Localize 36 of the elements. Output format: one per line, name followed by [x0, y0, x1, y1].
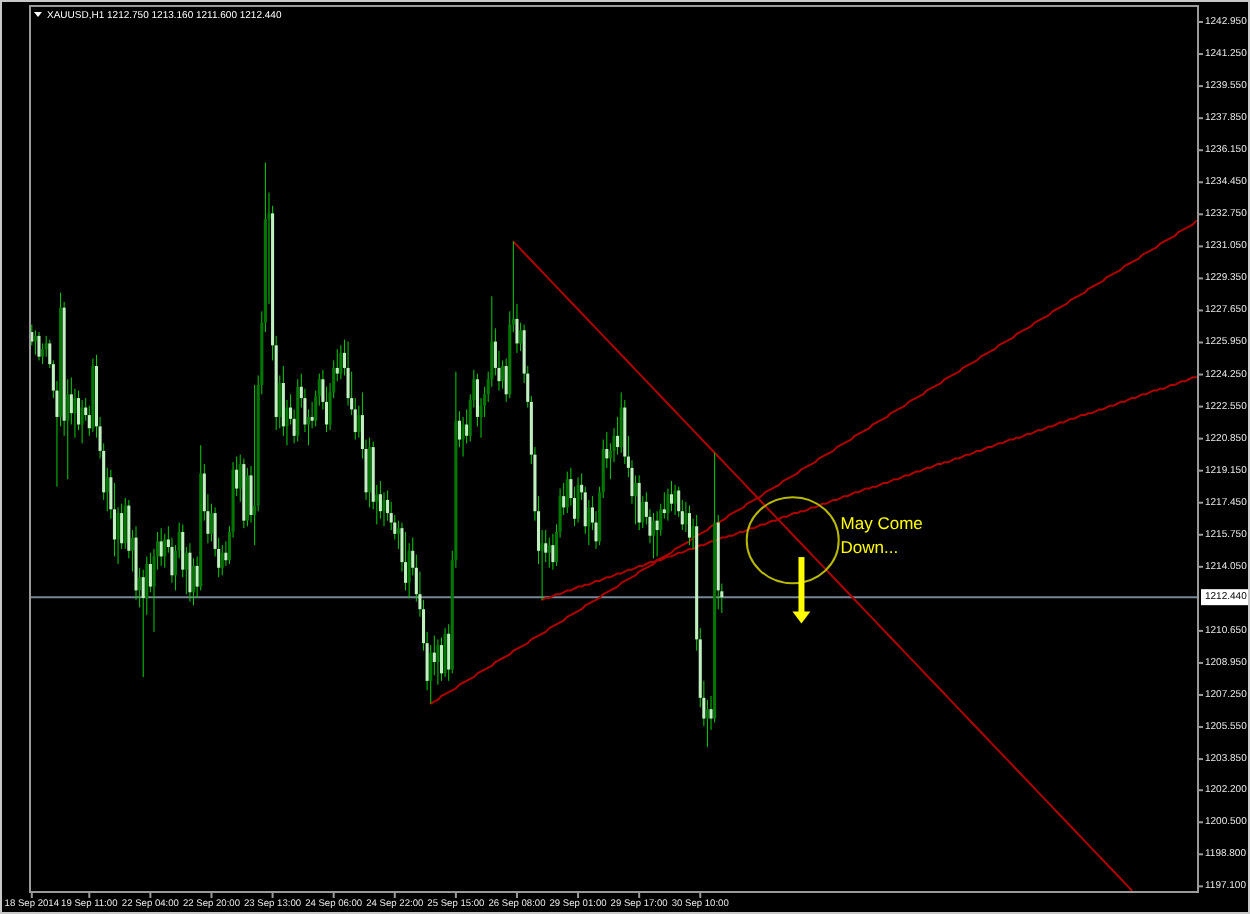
candlestick [339, 344, 343, 380]
candlestick [80, 399, 84, 444]
candlestick [238, 454, 242, 503]
candlestick [278, 374, 282, 429]
candlestick [504, 358, 508, 403]
candlestick [220, 544, 224, 576]
candlestick [159, 527, 163, 567]
annotation: May Come Down... [840, 512, 924, 557]
candlestick [666, 488, 670, 522]
candlestick [375, 484, 379, 525]
candlestick [547, 537, 551, 569]
candlestick [651, 512, 656, 559]
candlestick [565, 471, 569, 514]
candlestick [655, 510, 659, 557]
candlestick [37, 331, 41, 361]
candlestick [163, 533, 167, 569]
candlestick [687, 505, 692, 546]
candlestick [619, 391, 623, 454]
candlestick [33, 329, 37, 356]
candlestick [436, 638, 440, 686]
candlestick [673, 484, 677, 516]
candlestick [378, 480, 382, 520]
candlestick [123, 497, 127, 550]
candlestick [587, 499, 591, 546]
candlestick [386, 489, 390, 522]
candlestick [641, 495, 645, 529]
candlestick [141, 569, 145, 678]
candlestick [188, 542, 192, 603]
candlestick [44, 335, 48, 358]
candlestick [281, 365, 285, 437]
candlestick [637, 474, 641, 531]
candlestick [346, 341, 350, 407]
candlestick [443, 627, 447, 678]
candlestick [576, 476, 580, 524]
candlestick [404, 531, 408, 591]
candlestick [461, 416, 465, 458]
